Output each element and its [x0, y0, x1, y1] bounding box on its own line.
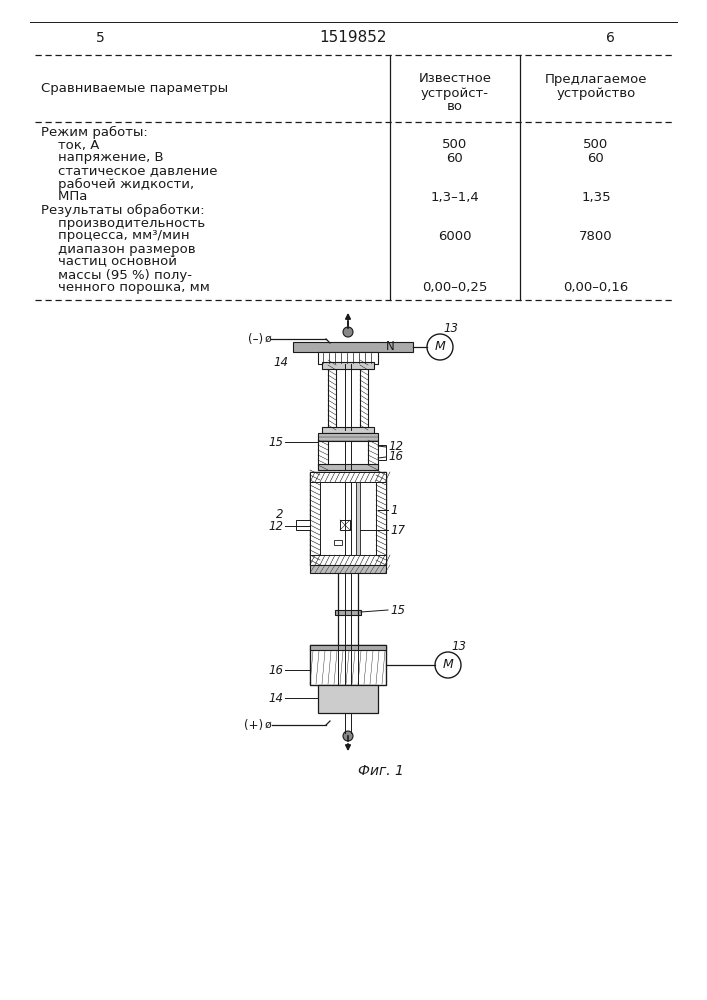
Bar — [318, 352, 378, 364]
Bar — [360, 364, 368, 430]
Text: МПа: МПа — [41, 190, 88, 204]
Text: 6: 6 — [606, 31, 614, 45]
Text: статическое давление: статическое давление — [41, 164, 218, 178]
Bar — [310, 555, 386, 565]
Text: (–): (–) — [248, 332, 263, 346]
Bar — [322, 362, 374, 369]
Text: 15: 15 — [268, 436, 283, 448]
Bar — [318, 433, 378, 441]
Text: 14: 14 — [268, 692, 283, 704]
Text: 16: 16 — [388, 450, 403, 464]
Bar — [296, 520, 310, 530]
Text: Предлагаемое: Предлагаемое — [545, 73, 647, 86]
Bar — [368, 441, 378, 470]
Text: во: во — [447, 101, 463, 113]
Text: 14: 14 — [273, 356, 288, 368]
Text: 0,00–0,16: 0,00–0,16 — [563, 282, 629, 294]
Text: ø: ø — [265, 720, 271, 730]
Text: ток, А: ток, А — [41, 138, 100, 151]
Bar — [318, 685, 378, 713]
Text: 60: 60 — [447, 151, 463, 164]
Text: 13: 13 — [443, 322, 458, 336]
Bar — [340, 520, 350, 530]
Text: 500: 500 — [443, 138, 467, 151]
Text: 12: 12 — [388, 440, 403, 454]
Bar — [334, 540, 342, 545]
Text: частиц основной: частиц основной — [41, 255, 177, 268]
Text: производительность: производительность — [41, 217, 205, 230]
Text: Фиг. 1: Фиг. 1 — [358, 764, 404, 778]
Text: 13: 13 — [451, 641, 466, 654]
Bar — [328, 364, 336, 430]
Text: 500: 500 — [583, 138, 609, 151]
Text: Сравниваемые параметры: Сравниваемые параметры — [41, 82, 228, 95]
Bar — [310, 645, 386, 685]
Text: 7800: 7800 — [579, 230, 613, 242]
Bar — [310, 565, 386, 573]
Text: N: N — [385, 340, 395, 354]
Text: Известное: Известное — [419, 73, 491, 86]
Text: Режим работы:: Режим работы: — [41, 125, 148, 139]
Text: ø: ø — [265, 334, 271, 344]
Text: 0,00–0,25: 0,00–0,25 — [422, 282, 488, 294]
Bar — [293, 342, 413, 352]
Text: 1519852: 1519852 — [320, 30, 387, 45]
Bar — [378, 445, 386, 460]
Text: 1,3–1,4: 1,3–1,4 — [431, 190, 479, 204]
Text: 15: 15 — [390, 603, 405, 616]
Text: 2: 2 — [276, 508, 283, 520]
Bar — [318, 441, 328, 470]
Bar — [322, 427, 374, 433]
Bar — [310, 472, 320, 565]
Bar — [310, 472, 386, 565]
Bar — [310, 472, 386, 482]
Text: напряжение, В: напряжение, В — [41, 151, 163, 164]
Text: рабочей жидкости,: рабочей жидкости, — [41, 177, 194, 191]
Text: ченного порошка, мм: ченного порошка, мм — [41, 282, 210, 294]
Text: процесса, мм³/мин: процесса, мм³/мин — [41, 230, 189, 242]
Text: 5: 5 — [95, 31, 105, 45]
Circle shape — [343, 731, 353, 741]
Text: массы (95 %) полу-: массы (95 %) полу- — [41, 268, 192, 282]
Text: (+): (+) — [244, 718, 263, 732]
Text: M: M — [435, 340, 445, 354]
Text: устройство: устройство — [556, 87, 636, 100]
Text: устройст-: устройст- — [421, 87, 489, 100]
Text: M: M — [443, 658, 453, 672]
Text: 1,35: 1,35 — [581, 190, 611, 204]
Bar — [376, 472, 386, 565]
Text: 6000: 6000 — [438, 230, 472, 242]
Text: 17: 17 — [390, 524, 405, 536]
Text: Результаты обработки:: Результаты обработки: — [41, 203, 204, 217]
Bar — [335, 610, 361, 615]
Text: 16: 16 — [268, 664, 283, 676]
Bar — [356, 482, 360, 555]
Text: 12: 12 — [268, 520, 283, 532]
Bar — [318, 464, 378, 470]
Circle shape — [343, 327, 353, 337]
Text: 60: 60 — [588, 151, 604, 164]
Bar — [310, 645, 386, 650]
Text: диапазон размеров: диапазон размеров — [41, 242, 196, 255]
Text: 1: 1 — [390, 504, 397, 516]
